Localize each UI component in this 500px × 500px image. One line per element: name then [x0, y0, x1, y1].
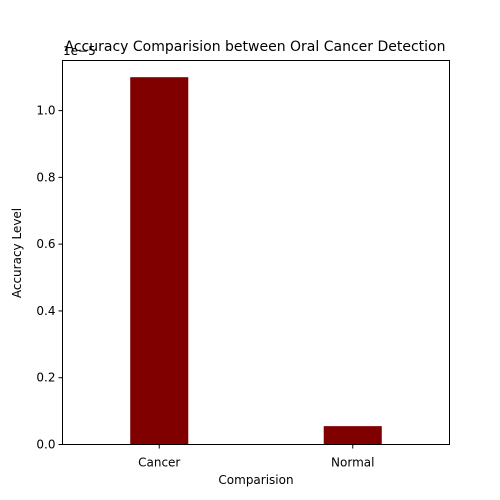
y-axis-ticks: 0.0 0.2 0.4 0.6 0.8 1.0: [36, 104, 63, 452]
x-tick-label-normal: Normal: [331, 456, 374, 470]
bar-cancer: [130, 77, 189, 445]
y-scale-label: 1e−5: [63, 44, 96, 58]
y-tick-label: 1.0: [36, 104, 55, 118]
x-axis-label: Comparision: [218, 473, 293, 487]
y-tick-label: 0.8: [36, 170, 55, 184]
plot-frame: [62, 60, 450, 445]
y-tick-label: 0.4: [36, 304, 55, 318]
bars-group: [130, 77, 382, 445]
y-tick-label: 0.2: [36, 371, 55, 385]
y-tick-label: 0.6: [36, 237, 55, 251]
bar-normal: [323, 426, 382, 445]
chart-title: Accuracy Comparision between Oral Cancer…: [65, 39, 446, 55]
y-tick-label: 0.0: [36, 438, 55, 452]
x-axis-ticks: Cancer Normal: [138, 444, 374, 470]
y-axis-label: Accuracy Level: [10, 208, 24, 298]
x-tick-label-cancer: Cancer: [138, 456, 180, 470]
